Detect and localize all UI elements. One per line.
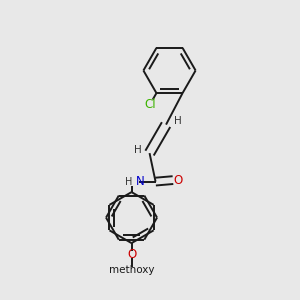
Text: O: O (127, 248, 136, 261)
Text: H: H (134, 145, 142, 154)
Text: H: H (174, 116, 181, 126)
Text: O: O (173, 174, 183, 187)
Text: H: H (125, 177, 132, 187)
Text: N: N (135, 175, 144, 188)
Text: methoxy: methoxy (109, 265, 154, 275)
Text: Cl: Cl (144, 98, 156, 110)
